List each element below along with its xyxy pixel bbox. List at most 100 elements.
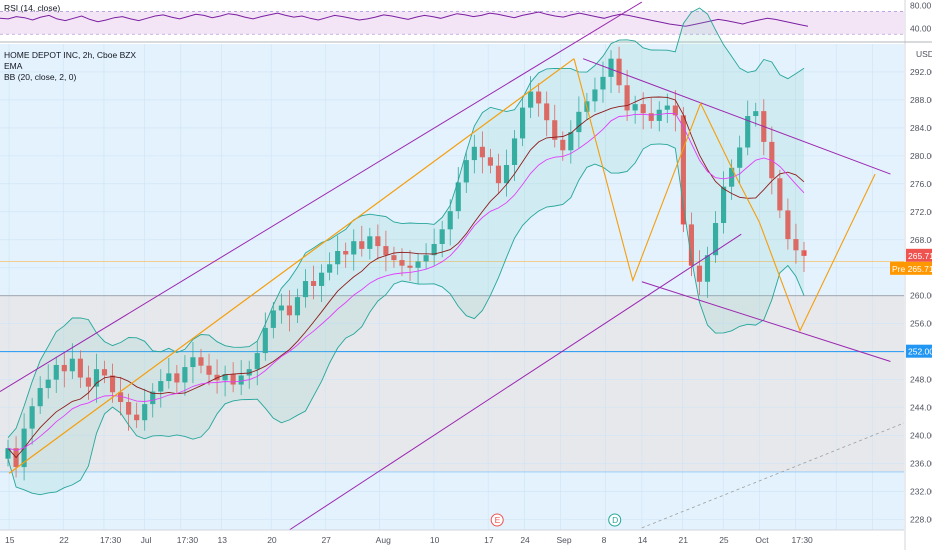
candle-body <box>222 374 228 381</box>
price-axis[interactable]: 228.00 232.00 236.00 240.00 244.00 248.00 252.… <box>890 67 932 525</box>
candle-body <box>206 365 212 375</box>
bb-basis <box>7 96 805 459</box>
candle-body <box>198 357 204 366</box>
candle-body <box>431 243 437 256</box>
prev-price-label: Pre 265.71 <box>892 264 932 274</box>
candle-body <box>93 369 100 387</box>
price-tick-label: 288.00 <box>910 95 932 105</box>
candle-body <box>576 111 582 133</box>
candle-body <box>407 265 413 268</box>
time-tick-label: 20 <box>267 535 277 545</box>
legend: RSI (14, close) HOME DEPOT INC, 2h, Cboe… <box>4 3 932 82</box>
indicator-bb[interactable]: BB (20, close, 2, 0) <box>4 72 76 82</box>
candle-body <box>624 85 630 111</box>
bb-fill <box>8 8 804 495</box>
candle-body <box>688 224 694 266</box>
candle-body <box>696 265 703 282</box>
candle-body <box>118 392 124 403</box>
candle-body <box>343 250 349 255</box>
candle-body <box>785 210 791 240</box>
candle-body <box>753 111 759 117</box>
candle-body <box>463 160 469 183</box>
candle-body <box>568 132 574 151</box>
candle-body <box>327 264 333 273</box>
time-tick-label: 21 <box>679 535 689 545</box>
level-tag <box>906 344 932 358</box>
price-tick-label: 248.00 <box>910 375 932 385</box>
candle-body <box>721 186 727 224</box>
time-tick-label: Aug <box>376 535 391 545</box>
candle-body <box>37 388 43 407</box>
candle-body <box>246 369 252 376</box>
indicator-ema[interactable]: EMA <box>4 61 23 71</box>
price-tick-label: 292.00 <box>910 67 932 77</box>
candle-body <box>552 120 558 140</box>
candle-body <box>487 157 493 166</box>
candle-body <box>745 116 751 148</box>
candle-body <box>600 76 606 90</box>
candle-body <box>158 381 164 392</box>
candle-body <box>712 223 719 256</box>
candle-body <box>520 107 526 139</box>
candle-body <box>109 375 116 393</box>
candle-body <box>439 229 445 244</box>
rsi-line <box>0 11 809 27</box>
time-tick-label: Sep <box>556 535 571 545</box>
time-tick-label: 10 <box>430 535 440 545</box>
candle-body <box>495 165 502 184</box>
time-tick-label: 8 <box>602 535 607 545</box>
candle-body <box>383 246 389 256</box>
symbol-title[interactable]: HOME DEPOT INC, 2h, Cboe BZX <box>4 50 136 60</box>
descending-lower <box>641 281 891 362</box>
candle-body <box>335 250 341 265</box>
candle-body <box>174 373 180 383</box>
trend-line <box>8 58 575 474</box>
candle-body <box>415 261 421 268</box>
rsi-tick-label: 40.00 <box>910 24 932 34</box>
candle-body <box>656 109 662 121</box>
price-tick-label: 244.00 <box>910 403 932 413</box>
candle-body <box>230 374 236 385</box>
price-tick-label: 236.00 <box>910 459 932 469</box>
price-tick-label: 260.00 <box>910 291 932 301</box>
price-tick-label: 280.00 <box>910 151 932 161</box>
channel-upper <box>0 1 643 392</box>
price-tick-label: 268.00 <box>910 235 932 245</box>
candle-body <box>166 373 172 382</box>
currency-unit: USD <box>916 49 932 59</box>
event-marker <box>608 513 622 527</box>
candle-body <box>310 281 317 286</box>
time-tick-label: 27 <box>321 535 331 545</box>
last-price-label: 265.71 <box>908 251 932 261</box>
level-tag-label: 252.00 <box>908 347 932 357</box>
channel-lower <box>289 233 742 531</box>
candle-body <box>391 255 397 261</box>
ema-line <box>7 112 805 451</box>
candle-body <box>319 272 325 286</box>
descending-upper <box>582 58 891 175</box>
time-axis[interactable]: 15 22 17:30 Jul 17:30 13 20 27 Aug 10 17 24 Sep 8 14 21… <box>0 529 904 545</box>
candle-body <box>479 146 485 158</box>
candle-body <box>801 250 807 256</box>
candle-body <box>45 379 51 389</box>
candle-body <box>511 138 518 165</box>
rsi-band <box>0 11 904 35</box>
candle-body <box>69 358 75 372</box>
candle-body <box>455 182 461 212</box>
rsi-label[interactable]: RSI (14, close) <box>4 3 60 13</box>
candle-body <box>447 211 453 230</box>
candle-body <box>182 367 188 383</box>
prev-price-tag <box>890 261 932 275</box>
candle-body <box>142 404 148 421</box>
bb-lower <box>7 143 805 496</box>
candle-body <box>294 297 301 316</box>
price-tick-label: 276.00 <box>910 179 932 189</box>
event-marker <box>490 513 504 527</box>
candle-body <box>238 375 244 385</box>
candle-body <box>608 58 614 77</box>
candle-body <box>648 113 654 121</box>
event-label: E <box>495 515 501 525</box>
